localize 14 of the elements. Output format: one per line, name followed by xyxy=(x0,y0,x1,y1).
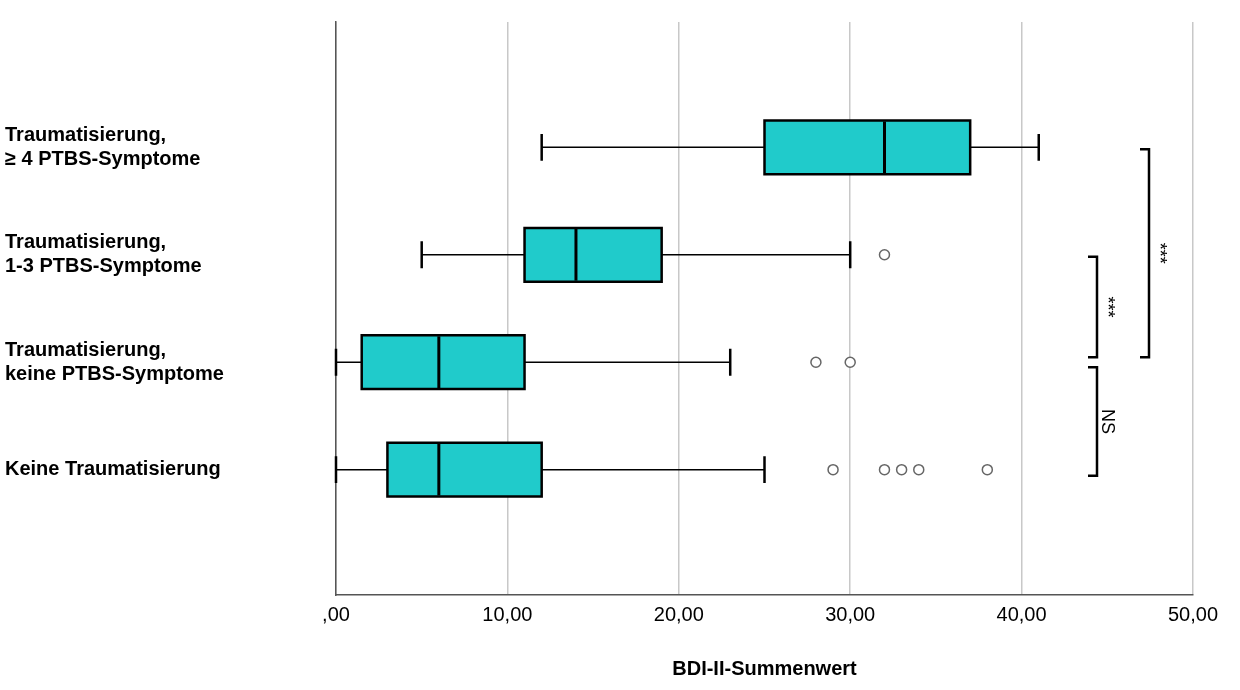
y-tick-label: Traumatisierung, 1-3 PTBS-Symptome xyxy=(5,230,202,277)
x-tick-label: 20,00 xyxy=(653,602,704,625)
y-tick-label: Keine Traumatisierung xyxy=(5,457,221,480)
annotation: NS xyxy=(1098,408,1119,434)
y-tick-label: Traumatisierung, keine PTBS-Symptome xyxy=(5,337,224,384)
x-tick-label: 50,00 xyxy=(1167,602,1219,625)
x-tick-label: 30,00 xyxy=(825,602,876,625)
x-tick-label: 40,00 xyxy=(996,602,1047,625)
x-axis-title: BDI-II-Summenwert xyxy=(672,656,858,679)
y-tick-label: Traumatisierung, ≥ 4 PTBS-Symptome xyxy=(5,122,201,169)
x-tick-label: ,00 xyxy=(322,602,350,625)
annotation: *** xyxy=(1098,296,1119,318)
annotation: *** xyxy=(1150,242,1171,264)
x-tick-label: 10,00 xyxy=(482,602,533,625)
